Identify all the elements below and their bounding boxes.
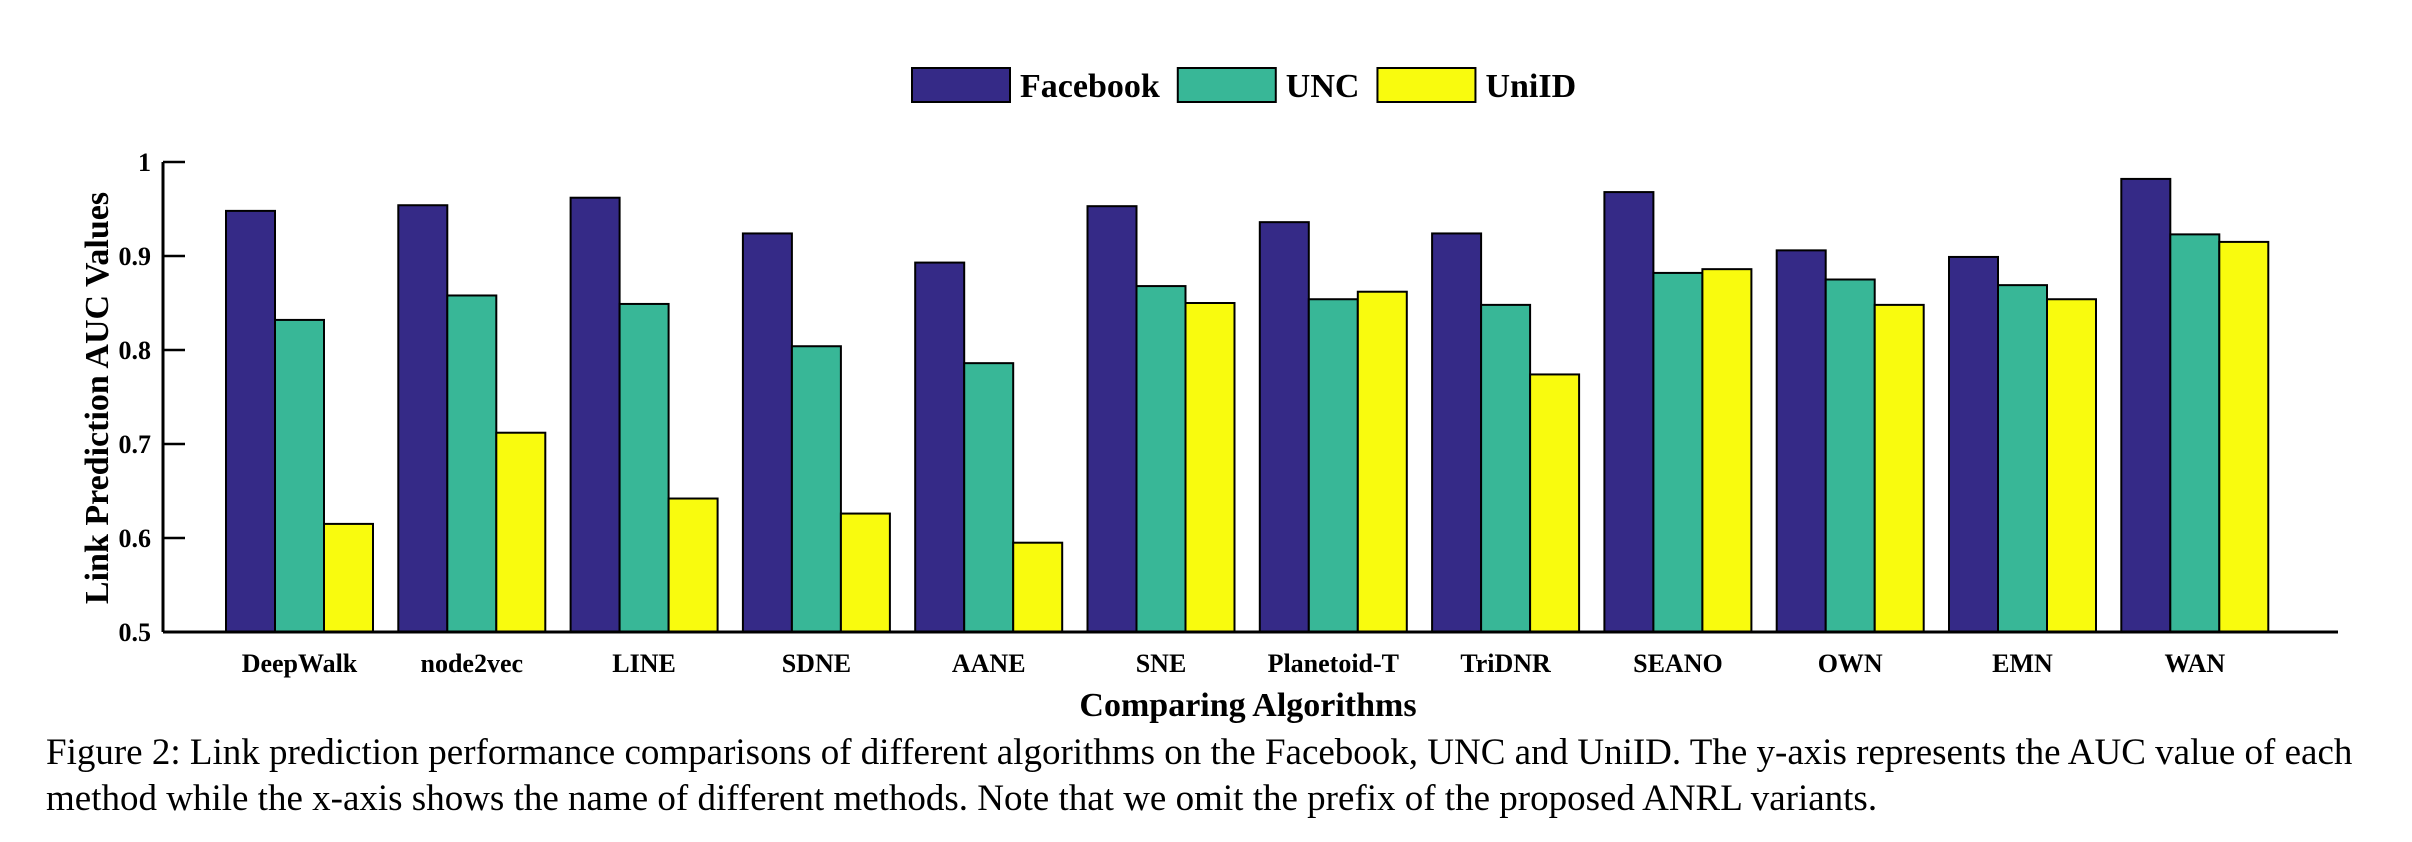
legend-swatch-unc <box>1176 67 1277 103</box>
bar-unc-deepwalk <box>274 318 325 633</box>
bar-facebook-planetoid-t <box>1258 221 1310 633</box>
bar-group: DeepWalk node2vec LINE SDNE AANE SNE Planetoid… <box>225 177 2270 678</box>
bar-unc-node2vec <box>446 294 498 633</box>
x-tick-label: LINE <box>612 649 676 678</box>
bar-unc-seano <box>1652 271 1704 633</box>
bar-facebook-sdne <box>741 232 793 633</box>
x-tick-label: Planetoid-T <box>1268 649 1399 678</box>
y-tick-label: 0.5 <box>119 618 152 647</box>
bar-facebook-wan <box>2120 177 2172 633</box>
bar-uniid-aane <box>1012 541 1064 634</box>
bar-uniid-line <box>667 497 719 633</box>
x-tick-label: AANE <box>952 649 1026 678</box>
x-tick-label: SDNE <box>782 649 851 678</box>
x-tick-label: OWN <box>1818 649 1883 678</box>
y-tick-label: 0.9 <box>119 242 152 271</box>
bar-facebook-sne <box>1086 205 1138 633</box>
y-axis-title: Link Prediction AUC Values <box>79 192 116 604</box>
bar-unc-own <box>1824 278 1876 633</box>
legend-label-unc: UNC <box>1286 68 1360 105</box>
legend-label-facebook: Facebook <box>1020 68 1160 105</box>
bar-uniid-seano <box>1701 268 1753 633</box>
bar-facebook-aane <box>914 261 966 633</box>
bar-unc-line <box>618 302 670 633</box>
x-tick-label: TriDNR <box>1460 649 1551 678</box>
bar-facebook-emn <box>1948 255 1999 633</box>
bar-unc-wan <box>2169 233 2221 633</box>
bar-unc-planetoid-t <box>1307 298 1359 633</box>
x-tick-label: DeepWalk <box>242 649 358 678</box>
y-tick-label: 0.8 <box>119 336 152 365</box>
bar-uniid-node2vec <box>495 431 547 633</box>
bar-uniid-sne <box>1184 302 1236 633</box>
bar-facebook-line <box>569 196 621 633</box>
bar-uniid-planetoid-t <box>1356 290 1408 633</box>
x-tick-label: SEANO <box>1633 649 1723 678</box>
chart-axes: 0.5 0.6 0.7 0.8 0.9 1 <box>119 148 2338 647</box>
y-tick-label: 1 <box>138 148 151 177</box>
bar-uniid-wan <box>2218 240 2270 633</box>
figure-caption: Figure 2: Link prediction performance co… <box>46 732 2353 819</box>
x-tick-label: WAN <box>2164 649 2225 678</box>
bar-uniid-own <box>1873 303 1925 633</box>
bar-uniid-deepwalk <box>323 522 374 634</box>
bar-unc-sdne <box>790 345 842 633</box>
chart-legend: Facebook UNC UniID <box>911 67 1576 105</box>
bar-unc-aane <box>963 362 1015 633</box>
legend-swatch-uniid <box>1376 67 1477 103</box>
bar-facebook-node2vec <box>397 204 449 634</box>
legend-label-uniid: UniID <box>1485 68 1576 105</box>
bar-uniid-emn <box>2046 298 2097 633</box>
bar-uniid-tridnr <box>1529 373 1581 633</box>
x-axis-title: Comparing Algorithms <box>1079 687 1416 724</box>
bar-facebook-own <box>1775 249 1827 634</box>
bar-facebook-deepwalk <box>225 209 276 633</box>
x-tick-label: EMN <box>1992 649 2053 678</box>
bar-unc-sne <box>1135 285 1187 633</box>
y-tick-label: 0.7 <box>119 430 152 459</box>
bar-unc-emn <box>1997 284 2048 633</box>
x-tick-label: node2vec <box>421 649 524 678</box>
y-tick-label: 0.6 <box>119 524 152 553</box>
bar-facebook-seano <box>1603 191 1655 634</box>
bar-facebook-tridnr <box>1431 232 1483 633</box>
bar-uniid-sdne <box>839 512 891 633</box>
x-tick-label: SNE <box>1136 649 1187 678</box>
bar-unc-tridnr <box>1480 303 1532 633</box>
legend-swatch-facebook <box>911 67 1011 103</box>
